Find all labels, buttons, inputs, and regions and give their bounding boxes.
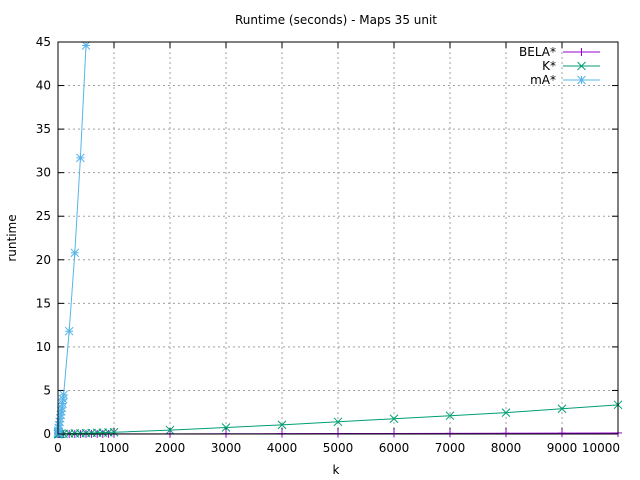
legend-label: K* — [542, 59, 556, 73]
data-point — [446, 429, 454, 438]
x-tick-label: 3000 — [211, 441, 242, 455]
y-tick-label: 20 — [36, 253, 51, 267]
data-point — [70, 248, 80, 258]
data-point — [390, 429, 398, 438]
data-point — [64, 326, 74, 336]
legend-marker — [577, 61, 586, 71]
x-axis-label: k — [333, 463, 340, 477]
data-point — [221, 423, 231, 432]
data-point — [81, 41, 91, 50]
y-tick-label: 5 — [43, 383, 51, 397]
series-line — [57, 45, 87, 434]
data-point — [389, 414, 399, 424]
x-tick-label: 10000 — [582, 441, 620, 455]
y-axis-ticks: 0 5 10 15 20 25 30 35 40 45 — [36, 35, 618, 441]
data-point — [333, 417, 343, 427]
x-tick-label: 0 — [54, 441, 62, 455]
x-tick-label: 6000 — [379, 441, 410, 455]
y-tick-label: 10 — [36, 340, 51, 354]
data-point — [76, 153, 85, 163]
y-axis-label: runtime — [5, 214, 19, 261]
data-point — [445, 411, 455, 421]
data-point — [502, 429, 510, 438]
legend-entry: K* — [542, 59, 600, 73]
legend-entry: mA* — [530, 73, 600, 87]
legend-marker — [577, 75, 586, 85]
legend: BELA*K*mA* — [519, 45, 600, 87]
y-tick-label: 25 — [36, 209, 51, 223]
plot-frame — [57, 41, 619, 435]
data-point — [558, 429, 566, 438]
legend-marker — [577, 48, 586, 56]
data-point — [165, 425, 175, 435]
data-point — [557, 404, 567, 414]
legend-label: mA* — [530, 73, 556, 87]
x-tick-label: 5000 — [323, 441, 354, 455]
y-tick-label: 30 — [36, 166, 51, 180]
data-point — [277, 420, 287, 430]
y-tick-label: 45 — [36, 35, 51, 49]
series-bela — [54, 428, 622, 438]
x-tick-label: 1000 — [99, 441, 130, 455]
series-ma — [53, 41, 91, 438]
x-tick-label: 4000 — [267, 441, 298, 455]
y-tick-label: 15 — [36, 296, 51, 310]
x-tick-label: 9000 — [547, 441, 578, 455]
y-tick-label: 35 — [36, 122, 51, 136]
data-point — [501, 408, 511, 418]
legend-entry: BELA* — [519, 45, 600, 59]
x-tick-label: 7000 — [435, 441, 466, 455]
grid-lines — [58, 42, 618, 434]
y-tick-label: 0 — [43, 427, 51, 441]
y-tick-label: 40 — [36, 79, 51, 93]
x-axis-ticks: 0 1000 2000 3000 4000 5000 6000 7000 8000 9000 100… — [54, 42, 620, 455]
x-tick-label: 8000 — [491, 441, 522, 455]
chart-title: Runtime (seconds) - Maps 35 unit — [235, 13, 437, 27]
data-point — [109, 427, 119, 437]
x-tick-label: 2000 — [155, 441, 186, 455]
data-point — [59, 390, 68, 400]
legend-label: BELA* — [519, 45, 556, 59]
